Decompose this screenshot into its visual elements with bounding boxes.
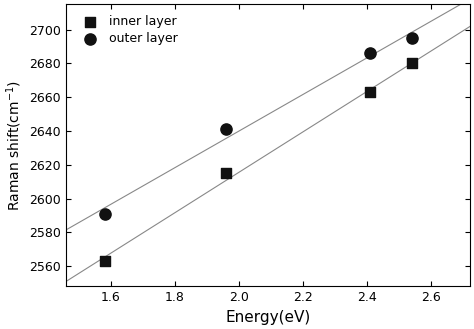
inner layer: [409, 61, 416, 66]
outer layer: [100, 211, 108, 216]
Y-axis label: Raman shift(cm$^{-1}$): Raman shift(cm$^{-1}$): [4, 80, 24, 211]
Legend: inner layer, outer layer: inner layer, outer layer: [73, 11, 182, 50]
outer layer: [222, 127, 230, 132]
X-axis label: Energy(eV): Energy(eV): [225, 310, 310, 325]
outer layer: [367, 51, 374, 56]
outer layer: [409, 35, 416, 40]
inner layer: [222, 170, 230, 176]
inner layer: [367, 89, 374, 95]
inner layer: [100, 259, 108, 264]
